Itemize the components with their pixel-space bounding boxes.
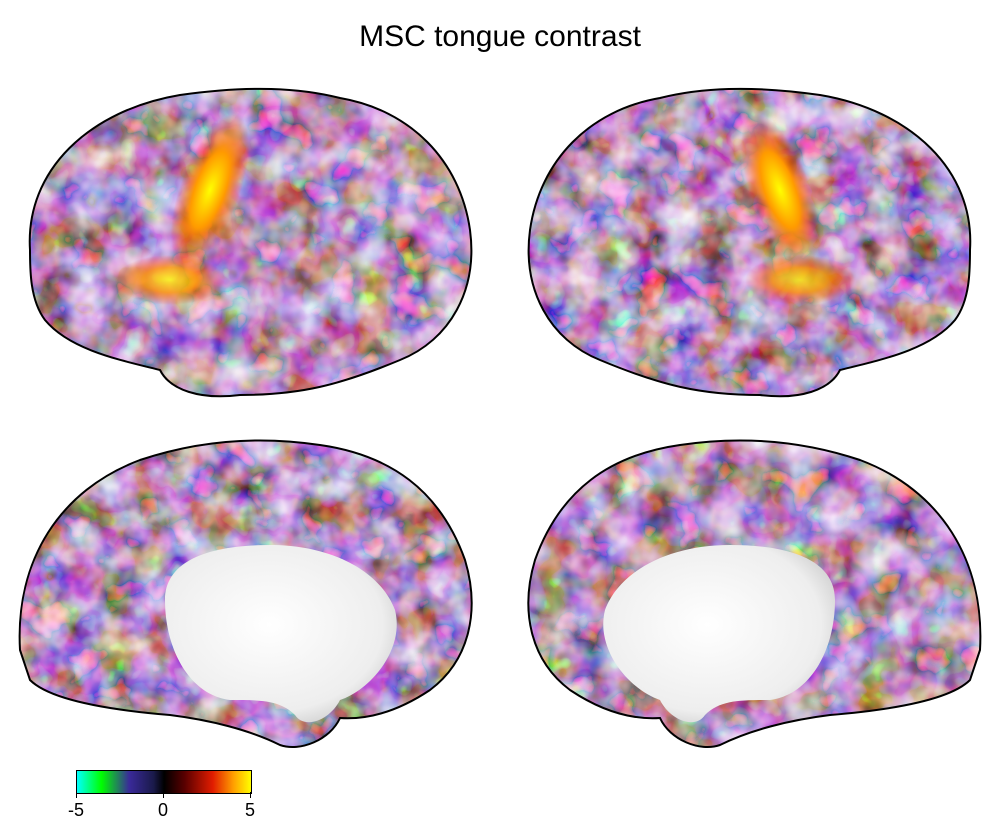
right-lateral-hemisphere <box>528 88 971 397</box>
colorbar-tick-min <box>76 792 77 798</box>
colorbar-tick-zero <box>163 792 164 798</box>
colorbar-label-zero: 0 <box>157 800 169 820</box>
colorbar-label-min: -5 <box>67 800 85 820</box>
left-medial-hemisphere <box>19 440 472 747</box>
colorbar-tick-max <box>250 792 251 798</box>
figure-title: MSC tongue contrast <box>359 20 641 53</box>
right-medial-hemisphere <box>528 440 981 747</box>
colorbar <box>76 770 252 794</box>
colorbar-label-max: 5 <box>244 800 256 820</box>
left-lateral-hemisphere <box>29 88 472 397</box>
